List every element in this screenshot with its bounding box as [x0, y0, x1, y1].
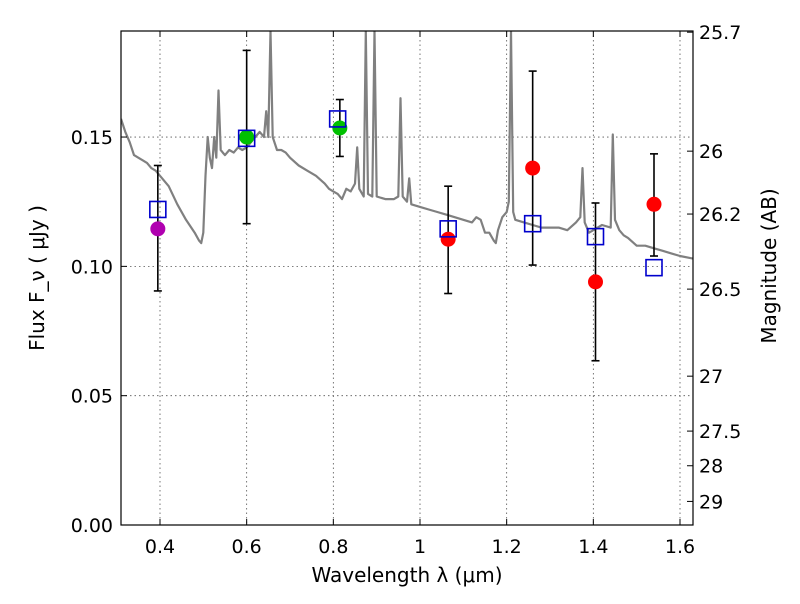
- x-tick-label: 0.6: [232, 536, 262, 558]
- mag-tick-label: 26: [699, 141, 723, 163]
- y-tick-label: 0.05: [71, 386, 113, 408]
- measured-point: [239, 129, 255, 145]
- y-tick-label: 0.10: [71, 256, 113, 278]
- measured-point: [646, 196, 662, 212]
- y-axis-label: Flux F_ν ( μJy ): [25, 205, 49, 351]
- plot-frame: [120, 30, 694, 526]
- x-tick-label: 1: [414, 536, 426, 558]
- mag-tick-label: 27.5: [699, 421, 741, 443]
- model-point: [149, 200, 167, 219]
- model-point: [237, 129, 256, 148]
- y-tick-label: 0.15: [71, 127, 113, 149]
- y-tick-label: 0.00: [71, 515, 113, 537]
- measured-point: [332, 120, 348, 136]
- measured-points-layer: [150, 120, 662, 290]
- grid-layer: [121, 31, 693, 526]
- measured-point: [440, 231, 456, 247]
- measured-point: [525, 160, 541, 176]
- mag-tick-label: 28: [699, 456, 723, 478]
- x-tick-label: 1.4: [578, 536, 608, 558]
- measured-point: [588, 274, 603, 290]
- errorbar-layer: [153, 49, 658, 362]
- tick-layer: 0.4 0.6 0.8 1 1.2 1.4 1.6 0.00 0.05 0.10 0.15 25.7 2…: [71, 22, 742, 558]
- mag-tick-label: 26.5: [699, 279, 741, 301]
- mag-tick-label: 26.2: [699, 204, 741, 226]
- x-axis-label: Wavelength λ (μm): [311, 563, 502, 587]
- spectrum-line: [121, 31, 693, 260]
- mag-tick-label: 25.7: [699, 22, 741, 44]
- x-tick-label: 1.2: [492, 536, 522, 558]
- y-axis-right-label: Magnitude (AB): [757, 188, 781, 343]
- model-point: [439, 220, 457, 238]
- model-point: [645, 258, 663, 277]
- x-tick-label: 0.8: [318, 536, 348, 558]
- spectrum-layer: [121, 31, 693, 260]
- model-point: [328, 110, 347, 128]
- x-tick-label: 1.6: [665, 536, 695, 558]
- mag-tick-label: 27: [699, 366, 723, 388]
- x-tick-label: 0.4: [145, 536, 175, 558]
- mag-tick-label: 29: [699, 491, 723, 513]
- model-point: [523, 214, 542, 233]
- measured-point: [150, 221, 166, 237]
- model-points-layer: [149, 110, 663, 277]
- model-point: [586, 227, 605, 246]
